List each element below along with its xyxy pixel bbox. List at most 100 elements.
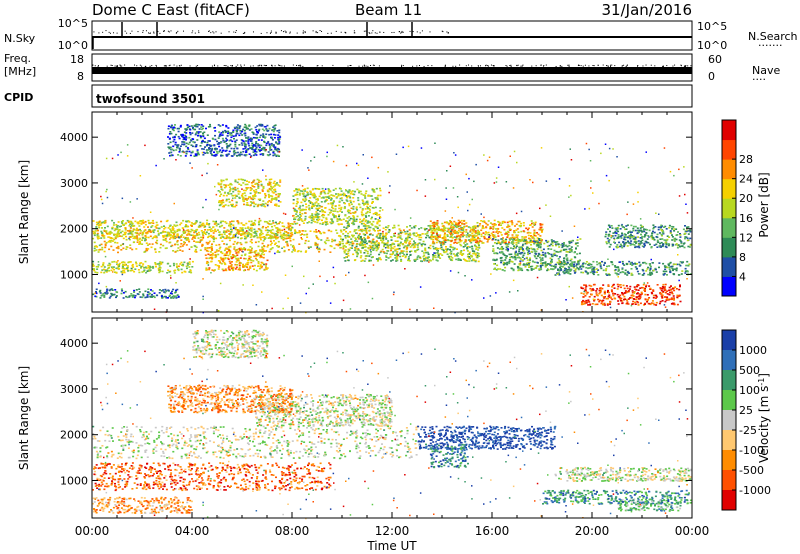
- data-cell: [568, 248, 571, 250]
- nsky-dot: [315, 30, 317, 32]
- data-cell: [636, 270, 639, 273]
- data-cell: [381, 232, 384, 235]
- data-cell: [448, 256, 451, 258]
- data-cell: [293, 248, 296, 251]
- data-cell: [623, 298, 625, 301]
- data-cell: [173, 224, 176, 226]
- data-cell: [238, 197, 241, 199]
- data-cell: [486, 241, 489, 243]
- data-cell: [147, 266, 150, 269]
- data-cell: [368, 240, 371, 242]
- data-cell: [264, 202, 267, 205]
- data-cell: [277, 205, 280, 207]
- data-cell: [536, 232, 538, 234]
- nsky-dot: [220, 32, 222, 34]
- data-cell: [242, 178, 245, 181]
- data-cell: [399, 255, 402, 258]
- data-cell: [285, 226, 288, 229]
- data-cell: [556, 241, 559, 243]
- data-cell: [481, 242, 484, 244]
- data-cell: [441, 248, 444, 251]
- nave-dots: ····: [752, 73, 766, 86]
- data-cell: [425, 236, 428, 239]
- data-cell: [330, 230, 333, 233]
- data-cell: [356, 251, 359, 254]
- data-cell: [316, 207, 319, 210]
- freq-dot: [281, 65, 283, 67]
- data-cell: [673, 289, 676, 292]
- data-cell: [141, 243, 144, 245]
- data-cell: [185, 239, 188, 241]
- data-cell: [357, 225, 360, 228]
- data-cell: [352, 208, 355, 210]
- data-cell: [312, 216, 315, 218]
- data-cell: [252, 189, 255, 192]
- data-cell: [131, 264, 134, 267]
- data-cell: [260, 233, 263, 236]
- data-cell: [417, 234, 420, 237]
- data-cell: [585, 293, 588, 295]
- data-cell: [671, 297, 674, 300]
- data-cell: [211, 230, 214, 232]
- data-cell: [449, 227, 452, 230]
- data-cell: [638, 295, 641, 297]
- data-cell: [279, 230, 282, 232]
- data-cell: [342, 242, 344, 245]
- data-cell: [565, 271, 568, 274]
- data-cell: [355, 207, 358, 210]
- data-cell: [603, 293, 606, 295]
- data-cell: [393, 235, 396, 237]
- nsky-dot: [412, 31, 414, 33]
- data-cell: [328, 208, 331, 211]
- data-cell: [377, 230, 380, 232]
- data-cell: [338, 204, 341, 207]
- data-cell: [129, 236, 132, 238]
- data-cell: [470, 238, 473, 241]
- data-cell: [309, 215, 312, 217]
- data-cell: [466, 250, 469, 252]
- data-cell: [212, 237, 215, 240]
- data-cell: [669, 291, 672, 294]
- data-cell: [348, 210, 351, 212]
- data-cell: [359, 244, 362, 246]
- data-cell: [166, 233, 169, 236]
- data-cell: [498, 221, 501, 224]
- data-cell: [292, 246, 295, 248]
- data-cell: [299, 205, 302, 207]
- data-cell: [417, 255, 420, 257]
- data-cell: [138, 271, 141, 274]
- data-cell: [539, 223, 542, 225]
- nsky-dot: [335, 30, 337, 32]
- data-cell: [498, 231, 501, 233]
- data-cell: [460, 226, 463, 229]
- data-cell: [479, 240, 481, 242]
- data-cell: [544, 261, 547, 263]
- data-cell: [544, 262, 547, 264]
- data-cell: [570, 250, 573, 253]
- data-cell: [223, 227, 226, 229]
- data-cell: [315, 236, 318, 239]
- data-cell: [472, 227, 475, 229]
- data-cell: [168, 271, 171, 273]
- data-cell: [466, 234, 469, 236]
- nsky-dot: [170, 30, 172, 32]
- data-cell: [575, 263, 578, 265]
- data-cell: [392, 251, 395, 253]
- data-cell: [294, 194, 297, 196]
- data-cell: [652, 294, 655, 297]
- data-cell: [554, 266, 557, 268]
- data-cell: [328, 195, 331, 197]
- data-cell: [475, 225, 478, 227]
- data-cell: [339, 247, 342, 249]
- data-cell: [555, 250, 558, 253]
- data-cell: [535, 250, 538, 253]
- data-cell: [281, 229, 284, 232]
- data-cell: [672, 298, 675, 300]
- data-cell: [206, 229, 209, 231]
- data-cell: [103, 268, 105, 271]
- data-cell: [117, 251, 119, 254]
- data-cell: [390, 246, 393, 249]
- data-cell: [645, 270, 648, 272]
- data-cell: [520, 248, 522, 250]
- data-cell: [189, 270, 192, 272]
